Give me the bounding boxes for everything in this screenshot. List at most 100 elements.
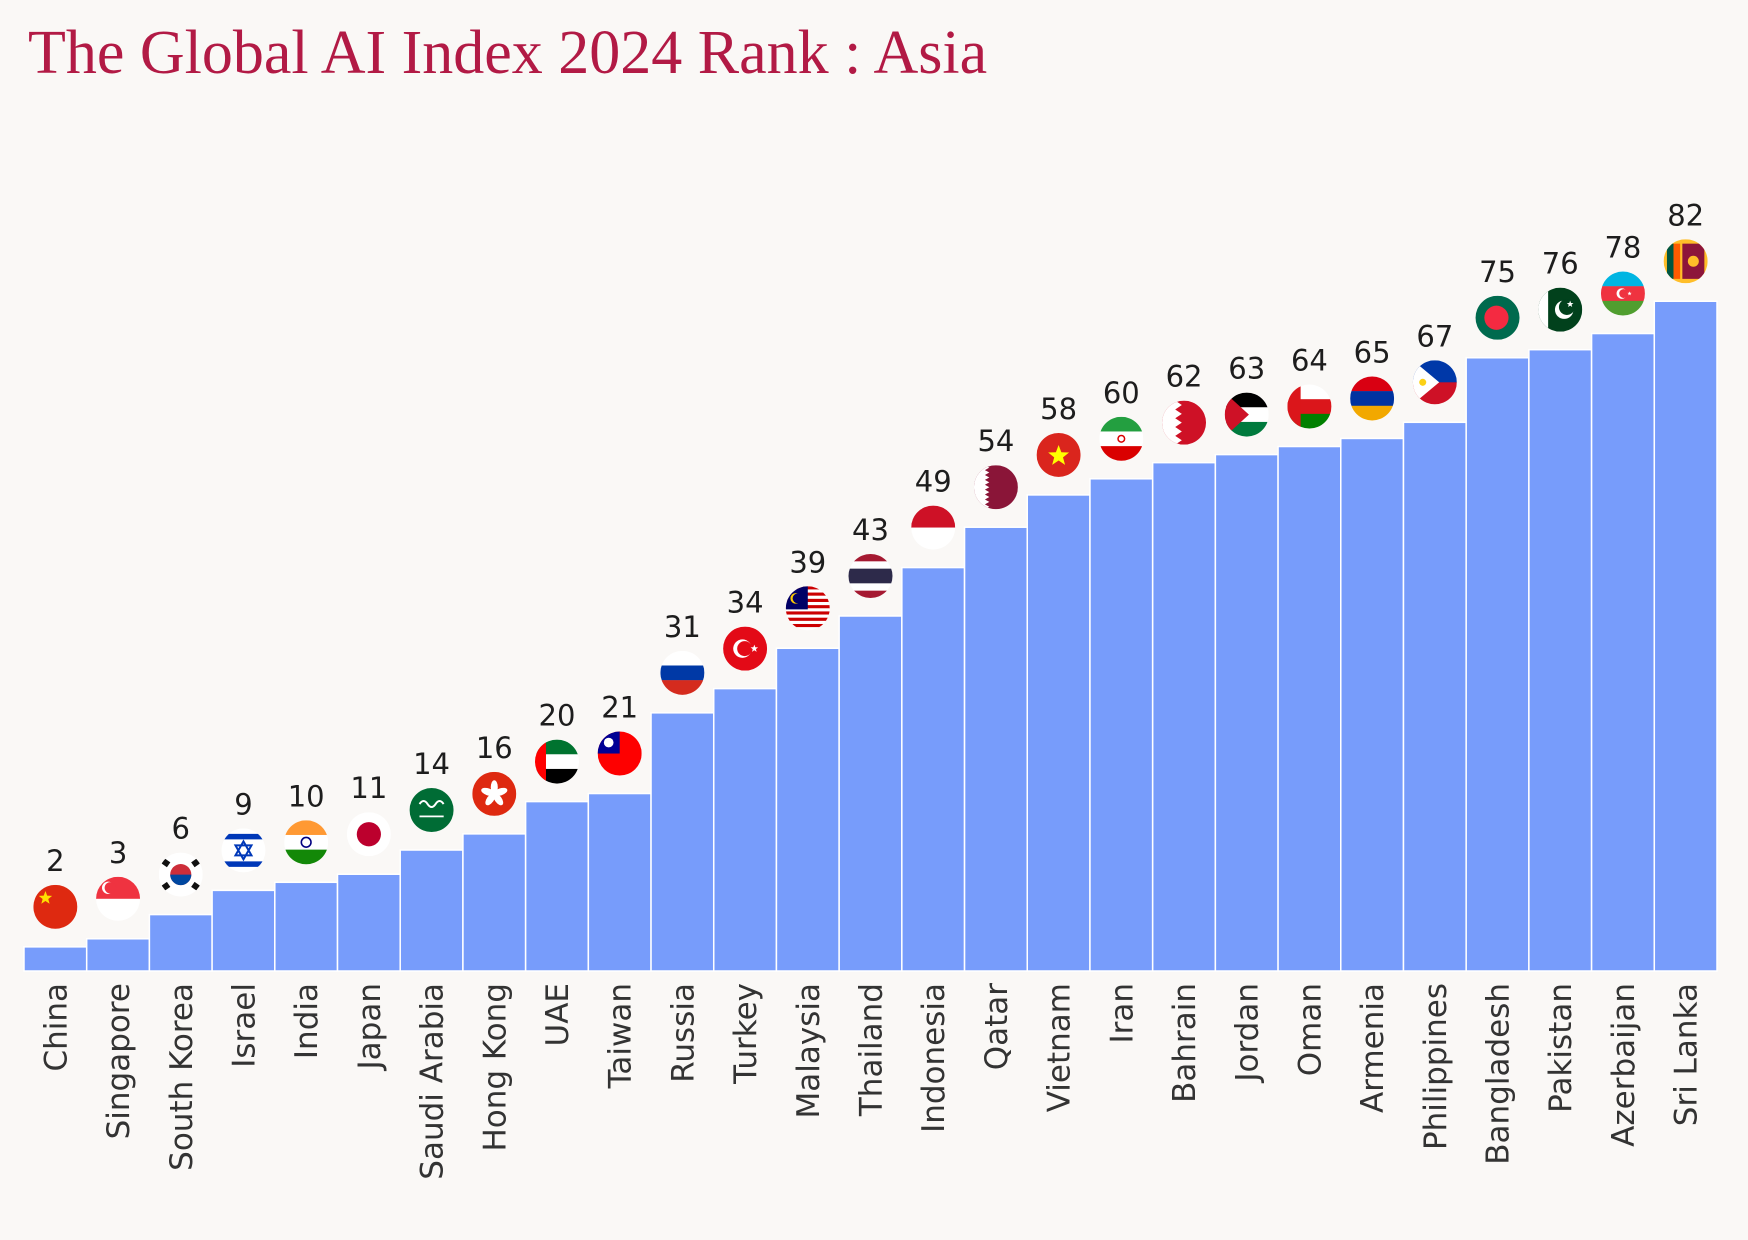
bar: [1402, 421, 1467, 972]
japan-flag-icon: [346, 812, 391, 857]
bar: [336, 873, 401, 972]
bar: [399, 849, 464, 972]
flags-layer: [33, 239, 1708, 929]
pakistan-flag-icon: [1538, 287, 1583, 332]
thailand-flag-icon: [848, 553, 893, 598]
bar: [85, 938, 151, 972]
rank-label: 65: [1354, 335, 1391, 369]
jordan-flag-icon: [1224, 392, 1269, 437]
bar: [963, 526, 1029, 972]
category-label: Qatar: [979, 983, 1015, 1071]
india-flag-icon: [284, 820, 329, 865]
category-label: Bangladesh: [1481, 983, 1517, 1165]
category-label: Saudi Arabia: [415, 983, 451, 1180]
category-label: China: [38, 983, 74, 1072]
rank-label: 49: [915, 465, 952, 499]
rank-label: 58: [1040, 392, 1077, 426]
rank-label: 63: [1228, 352, 1265, 386]
indonesia-flag-icon: [911, 505, 956, 550]
rank-label: 43: [852, 513, 889, 547]
rank-label: 62: [1166, 360, 1203, 394]
sri-lanka-flag-icon: [1663, 239, 1708, 284]
rank-label: 16: [476, 731, 513, 765]
bar: [587, 792, 652, 972]
israel-flag-icon: [221, 828, 266, 873]
bar: [901, 566, 966, 972]
category-label: Vietnam: [1042, 983, 1078, 1112]
bar: [1026, 494, 1091, 972]
philippines-flag-icon: [1412, 360, 1457, 405]
bar: [1653, 300, 1718, 972]
bar: [712, 687, 778, 972]
category-label: Thailand: [854, 983, 890, 1117]
category-label: UAE: [540, 983, 576, 1046]
category-label: Turkey: [728, 983, 764, 1085]
rank-label: 39: [789, 545, 826, 579]
qatar-flag-icon: [973, 465, 1018, 510]
category-label: Hong Kong: [477, 983, 513, 1152]
rank-label: 54: [977, 424, 1014, 458]
category-label: Philippines: [1418, 983, 1454, 1150]
rank-label: 82: [1667, 198, 1704, 232]
rank-label: 78: [1604, 231, 1641, 265]
uae-flag-icon: [534, 739, 579, 784]
rank-labels-layer: 2 3 6 9 10 11 14 16 20 21 31 34 39 43 49 54 58 60 62 63 64 65…: [46, 198, 1704, 878]
china-flag-icon: [33, 884, 78, 929]
rank-label: 75: [1479, 255, 1516, 289]
chart-title: The Global AI Index 2024 Rank : Asia: [28, 19, 988, 87]
bar: [1089, 478, 1154, 972]
category-label: South Korea: [164, 983, 200, 1171]
category-label: Singapore: [101, 983, 137, 1139]
iran-flag-icon: [1099, 416, 1144, 461]
hong-kong-flag-icon: [472, 771, 517, 816]
bar: [148, 913, 213, 972]
bar: [1465, 357, 1530, 972]
rank-label: 11: [350, 771, 387, 805]
category-label: Armenia: [1355, 983, 1391, 1113]
saudi-arabia-flag-icon: [409, 788, 454, 833]
rank-label: 31: [664, 610, 701, 644]
south-korea-flag-icon: [158, 852, 203, 897]
bar: [1277, 445, 1342, 972]
category-label: Malaysia: [791, 983, 827, 1118]
azerbaijan-flag-icon: [1600, 271, 1645, 316]
category-label: Oman: [1292, 983, 1328, 1076]
rank-label: 21: [601, 691, 638, 725]
oman-flag-icon: [1287, 384, 1332, 429]
bar: [650, 712, 715, 972]
bar: [211, 889, 276, 972]
category-label: Iran: [1104, 983, 1140, 1044]
category-label: Jordan: [1230, 983, 1266, 1084]
rank-label: 76: [1542, 247, 1579, 281]
russia-flag-icon: [660, 650, 705, 695]
rank-label: 64: [1291, 344, 1328, 378]
category-label: Taiwan: [603, 983, 639, 1089]
rank-label: 2: [46, 844, 64, 878]
bar: [1151, 461, 1217, 972]
singapore-flag-icon: [96, 876, 141, 921]
category-label: Azerbaijan: [1606, 983, 1642, 1147]
bars-layer: [23, 300, 1718, 972]
rank-label: 9: [234, 787, 252, 821]
bar: [1528, 348, 1593, 972]
rank-label: 10: [288, 779, 325, 813]
rank-label: 20: [539, 699, 576, 733]
bar: [462, 833, 527, 972]
rank-label: 67: [1416, 319, 1453, 353]
bar: [524, 800, 590, 972]
bar: [23, 946, 88, 972]
taiwan-flag-icon: [597, 731, 642, 776]
category-label: Sri Lanka: [1669, 983, 1705, 1126]
category-labels-layer: China Singapore South Korea Israel India Japa…: [38, 983, 1704, 1180]
bar: [838, 615, 903, 972]
category-label: Pakistan: [1543, 983, 1579, 1113]
bar: [274, 881, 339, 972]
bar: [775, 647, 840, 972]
bar: [1590, 332, 1656, 972]
category-label: Israel: [226, 983, 262, 1068]
rank-label: 34: [727, 586, 764, 620]
malaysia-flag-icon: [785, 586, 830, 631]
armenia-flag-icon: [1350, 376, 1395, 421]
category-label: Japan: [352, 983, 388, 1071]
